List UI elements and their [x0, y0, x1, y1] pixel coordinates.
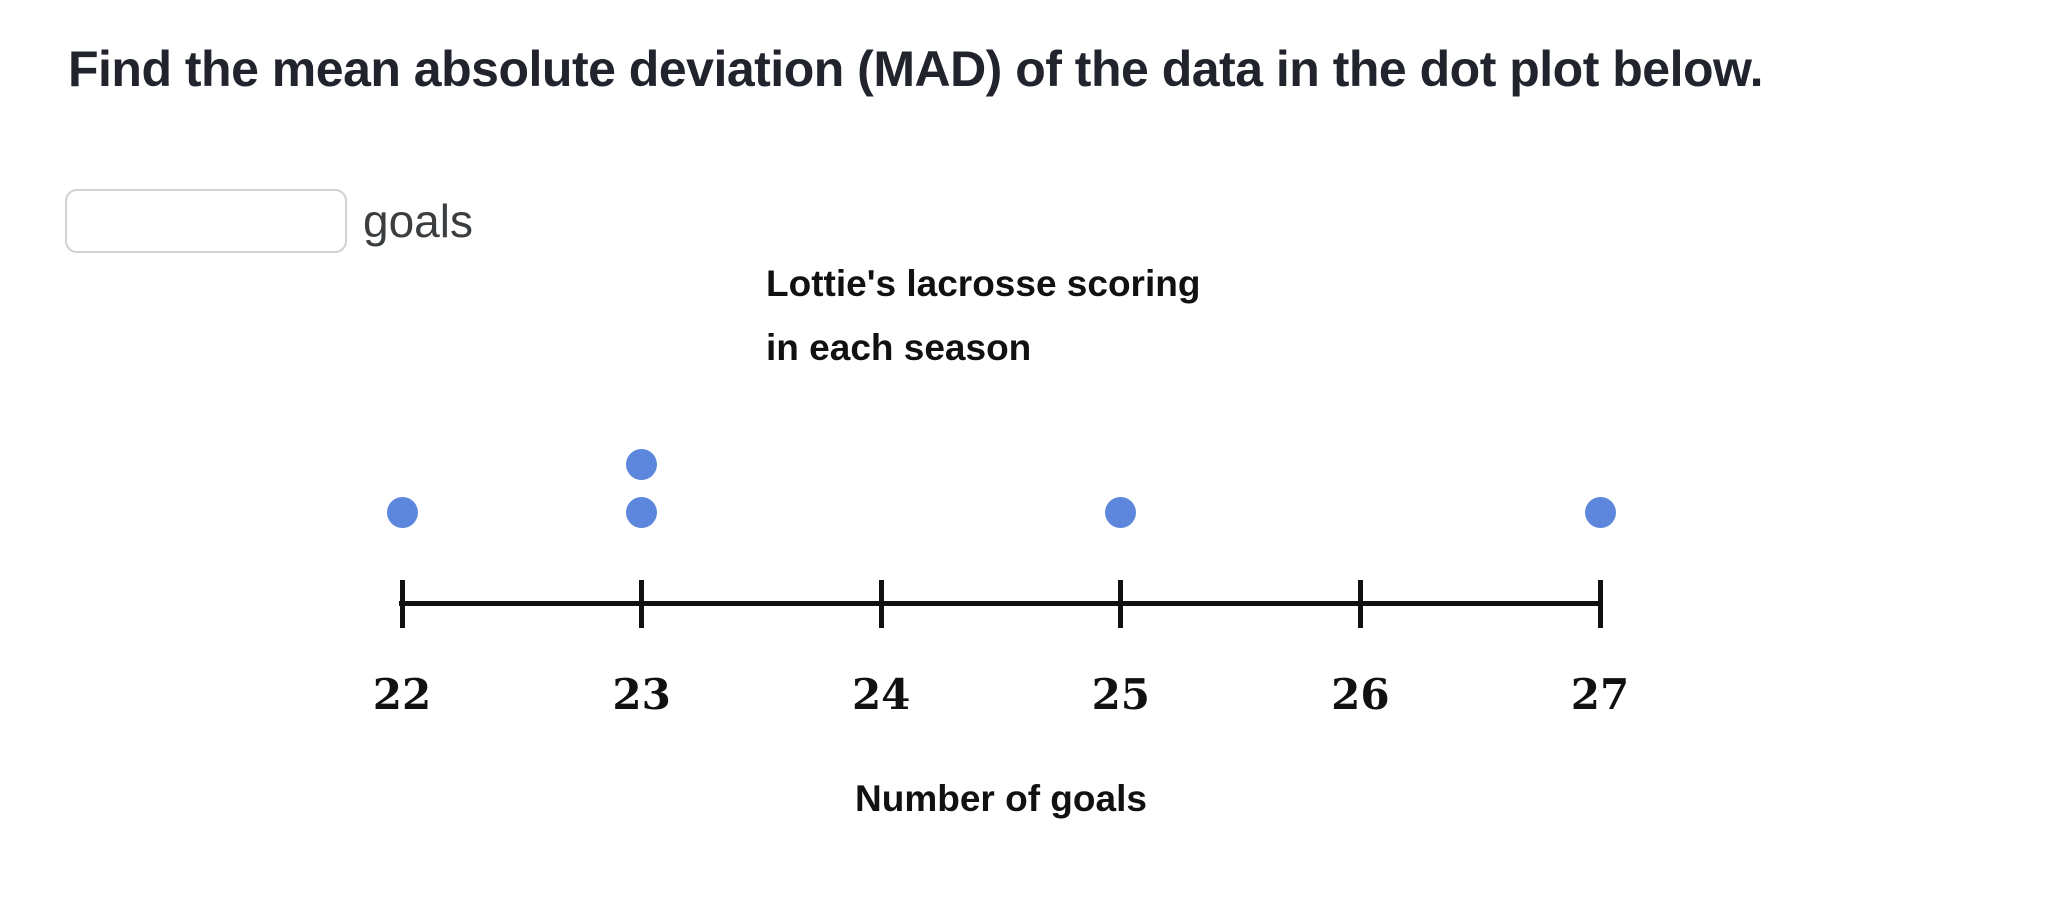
x-axis-tick: [1597, 580, 1603, 628]
data-dot: [386, 496, 418, 528]
chart-title: Lottie's lacrosse scoring in each season: [766, 252, 1200, 380]
x-axis-line: [399, 601, 1603, 606]
x-axis-tick: [1118, 580, 1124, 628]
data-dot: [1584, 496, 1616, 528]
x-axis-tick-label: 27: [1570, 670, 1630, 719]
answer-input[interactable]: [65, 189, 347, 253]
x-axis-tick-label: 23: [612, 670, 671, 719]
chart-title-line: in each season: [766, 327, 1032, 368]
x-axis-tick: [1357, 580, 1363, 628]
x-axis-tick: [639, 580, 645, 628]
x-axis-tick-label: 22: [372, 670, 432, 719]
x-axis-tick-label: 25: [1091, 670, 1151, 719]
answer-unit-label: goals: [363, 195, 473, 247]
x-axis-tick: [399, 580, 405, 628]
data-dot: [626, 448, 658, 480]
x-axis-tick: [878, 580, 884, 628]
question-text: Find the mean absolute deviation (MAD) o…: [68, 41, 1763, 97]
data-dot: [626, 496, 658, 528]
x-axis-label: Number of goals: [855, 778, 1147, 819]
answer-row: goals: [65, 188, 473, 254]
data-dot: [1105, 496, 1137, 528]
x-axis-tick-label: 24: [851, 670, 911, 719]
x-axis-tick-label: 26: [1331, 670, 1390, 719]
chart-title-line: Lottie's lacrosse scoring: [766, 263, 1201, 304]
